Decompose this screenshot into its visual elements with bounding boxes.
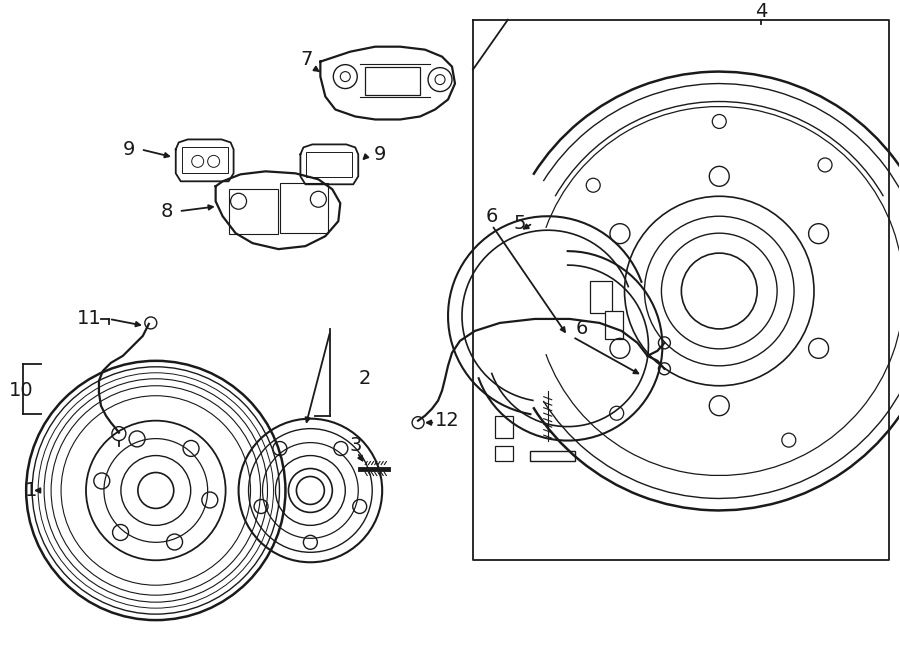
Text: 9: 9: [374, 145, 386, 164]
Bar: [495, 416, 513, 438]
Circle shape: [340, 71, 350, 81]
Text: 9: 9: [122, 140, 135, 159]
Text: 2: 2: [359, 369, 372, 388]
Text: 10: 10: [9, 381, 33, 401]
Text: 6: 6: [486, 207, 498, 225]
Text: 11: 11: [76, 309, 102, 329]
Text: 12: 12: [435, 411, 459, 430]
Text: 4: 4: [755, 2, 768, 21]
Bar: [495, 446, 513, 461]
Text: 1: 1: [25, 481, 37, 500]
Bar: [281, 183, 328, 233]
Bar: [530, 451, 575, 461]
Circle shape: [435, 75, 445, 85]
Bar: [229, 189, 278, 234]
Bar: [182, 147, 228, 173]
Bar: [605, 311, 623, 339]
Text: 3: 3: [349, 436, 362, 455]
Text: 5: 5: [514, 214, 526, 233]
Text: 8: 8: [160, 202, 173, 221]
Bar: [365, 67, 420, 95]
Bar: [590, 281, 612, 313]
Text: 6: 6: [575, 319, 588, 338]
Bar: [306, 153, 352, 177]
Text: 7: 7: [301, 50, 312, 69]
